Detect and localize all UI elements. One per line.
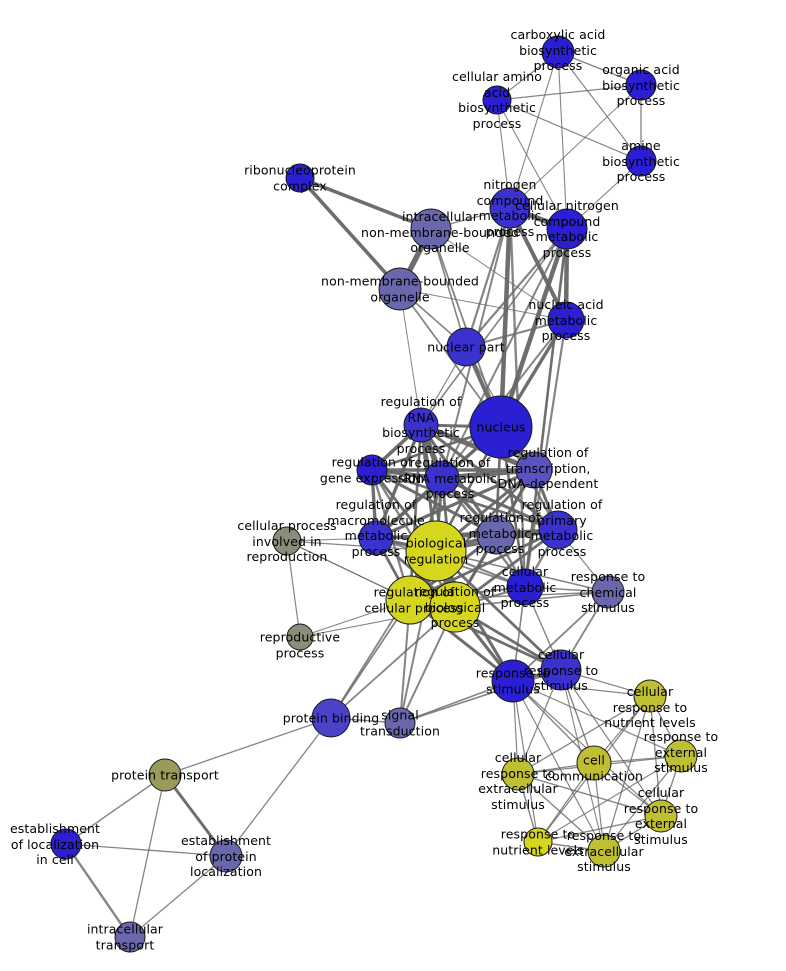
node-layer (50, 35, 698, 953)
graph-node[interactable] (429, 581, 481, 633)
graph-node[interactable] (506, 568, 544, 606)
graph-node[interactable] (591, 575, 625, 609)
graph-edge (649, 695, 662, 817)
graph-node[interactable] (405, 520, 467, 582)
graph-edge (523, 227, 569, 589)
graph-edge (537, 815, 662, 843)
graph-node[interactable] (286, 623, 314, 651)
graph-node[interactable] (476, 515, 516, 555)
graph-edge (430, 228, 467, 348)
graph-node[interactable] (385, 575, 435, 625)
graph-node[interactable] (538, 510, 578, 550)
graph-edge (496, 99, 568, 230)
graph-edge (496, 99, 642, 162)
graph-node[interactable] (285, 163, 315, 193)
graph-edge (399, 288, 422, 426)
graph-node[interactable] (633, 679, 667, 713)
graph-edge (330, 606, 456, 719)
graph-edge (512, 680, 651, 697)
graph-node[interactable] (644, 799, 678, 833)
graph-edge (298, 176, 433, 231)
graph-edge (370, 468, 560, 532)
graph-edge (64, 842, 132, 939)
graph-node[interactable] (541, 35, 575, 69)
graph-edge (441, 228, 568, 479)
graph-node[interactable] (424, 460, 460, 496)
graph-edge (420, 228, 568, 426)
graph-edge (517, 695, 651, 775)
graph-edge (164, 717, 332, 776)
graph-node[interactable] (515, 451, 553, 489)
graph-node[interactable] (540, 649, 582, 691)
graph-edge (603, 755, 682, 852)
edge-layer (64, 51, 682, 939)
graph-edge (557, 51, 642, 162)
graph-node[interactable] (664, 739, 698, 773)
graph-edge (65, 774, 166, 845)
graph-node[interactable] (272, 526, 302, 556)
graph-edge (370, 468, 498, 537)
graph-node[interactable] (625, 145, 657, 177)
graph-node[interactable] (356, 454, 388, 486)
graph-edge (512, 680, 682, 757)
graph-node[interactable] (378, 267, 422, 311)
graph-edge (225, 717, 332, 857)
graph-edge (129, 855, 227, 938)
graph-node[interactable] (523, 827, 553, 857)
graph-edge (65, 843, 227, 857)
graph-node[interactable] (587, 834, 621, 868)
graph-edge (399, 669, 562, 724)
graph-node[interactable] (546, 208, 588, 250)
graph-node[interactable] (446, 327, 486, 367)
graph-edge (419, 423, 560, 532)
graph-edge (374, 423, 423, 540)
graph-node[interactable] (311, 698, 351, 738)
graph-edge (430, 228, 567, 321)
graph-edge (286, 540, 301, 638)
graph-node[interactable] (114, 921, 146, 953)
graph-edge (496, 84, 642, 101)
graph-edge (163, 773, 228, 858)
graph-node[interactable] (148, 758, 182, 792)
graph-edge (517, 773, 605, 852)
graph-edge (408, 528, 560, 602)
graph-edge (129, 774, 166, 938)
graph-edge (512, 680, 605, 852)
graph-edge (399, 288, 567, 321)
graph-node[interactable] (547, 301, 585, 339)
graph-edge (509, 84, 642, 209)
graph-node[interactable] (491, 659, 535, 703)
graph-edge (464, 227, 569, 349)
graph-edge (517, 773, 662, 817)
graph-node[interactable] (50, 828, 82, 860)
graph-edge (537, 755, 682, 843)
graph-node[interactable] (625, 69, 657, 101)
graph-edge (509, 51, 559, 209)
graph-node[interactable] (489, 187, 531, 229)
graph-node[interactable] (410, 208, 452, 250)
graph-edge (603, 695, 651, 852)
graph-node[interactable] (358, 520, 394, 556)
graph-edge (464, 206, 512, 349)
graph-node[interactable] (403, 407, 439, 443)
graph-node[interactable] (209, 839, 243, 873)
graph-node[interactable] (501, 757, 535, 791)
graph-edge (298, 176, 402, 291)
graph-node[interactable] (576, 745, 612, 781)
graph-node[interactable] (384, 707, 416, 739)
graph-node[interactable] (482, 85, 512, 115)
graph-edge (512, 591, 609, 682)
graph-edge (374, 468, 536, 540)
graph-edge (498, 205, 513, 430)
graph-edge (557, 51, 568, 230)
graph-node[interactable] (469, 395, 533, 459)
